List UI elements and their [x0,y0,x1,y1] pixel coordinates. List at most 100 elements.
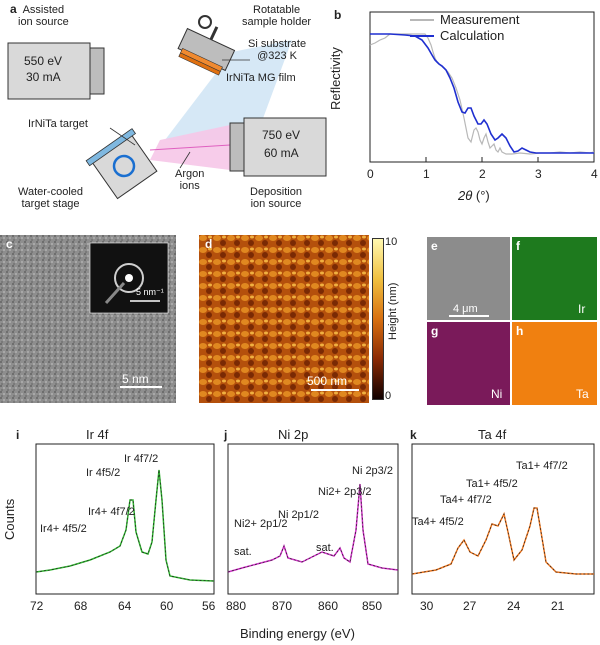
xps-k-peak-3: Ta1+ 4f7/2 [516,460,568,472]
xps-i-xtick-2: 64 [118,599,132,613]
xps-i-xtick-4: 56 [202,599,216,613]
rotation-arrow-icon [198,15,212,29]
xps-j-peak-0: Ni2+ 2p1/2 [234,518,288,530]
panel-letter-e: e [431,239,438,253]
xps-k-xtick-0: 30 [420,599,434,613]
deposition-ion-source [243,117,327,177]
eds-ir-map: f Ir [512,237,597,320]
xps-ir-plot [35,443,215,595]
holder-label: Rotatable sample holder [242,4,312,28]
eds-ta-label: Ta [576,387,589,401]
film-label: IrNiTa MG film [226,72,296,84]
panel-letter-g: g [431,324,439,338]
xps-i-peak-0: Ir 4f5/2 [86,467,121,479]
xps-k-xtick-1: 27 [463,599,477,613]
xtick-2: 2 [479,167,486,181]
xps-i-peak-3: Ir4+ 4f5/2 [40,523,87,535]
xps-i-peak-2: Ir4+ 4f7/2 [88,506,135,518]
xps-xlabel: Binding energy (eV) [240,626,355,641]
afm-colorbar [372,238,384,400]
eds-ni-label: Ni [491,387,503,401]
panel-letter-d: d [205,237,213,251]
deposition-schematic [7,15,327,200]
xps-i-xtick-3: 60 [160,599,174,613]
argon-beam-axis [149,144,231,151]
panel-letter-c: c [6,237,13,251]
eds-scale-bar [449,315,489,317]
inset-scale-label: 5 nm⁻¹ [136,287,164,297]
eds-scale-label: 4 μm [453,303,478,315]
xps-j-xtick-0: 880 [226,599,247,613]
xps-i-xtick-0: 72 [30,599,44,613]
xlabel-symbol: 2θ [458,188,473,203]
target-label: IrNiTa target [28,118,88,130]
xps-ta-plot [411,443,595,595]
assisted-source-label: Assisted ion source [18,4,69,28]
stage-label: Water-cooled target stage [18,186,84,210]
xtick-1: 1 [423,167,430,181]
xps-j-peak-3: sat. [316,542,334,554]
xtick-3: 3 [535,167,542,181]
xps-j-peak-1: Ni 2p1/2 [278,509,319,521]
argon-label: Argon ions [175,168,205,192]
assisted-energy: 550 eV [24,54,63,68]
xps-ni-fit [227,483,399,573]
assisted-ion-source [7,42,91,100]
panel-letter-h: h [516,324,524,338]
xps-k-peak-2: Ta1+ 4f5/2 [466,478,518,490]
panel-letter-j: j [224,428,228,442]
panel-letter-k: k [410,428,417,442]
sample-holder [177,26,236,76]
substrate-label: Si substrate @323 K [248,38,307,62]
water-cooling-icon [112,154,136,178]
xps-ta-fit [411,507,594,575]
xps-k-xtick-2: 24 [507,599,521,613]
deposition-energy: 750 eV [262,128,301,142]
xps-j-xtick-1: 870 [272,599,293,613]
tem-texture [0,235,176,403]
xps-i-title: Ir 4f [86,427,109,442]
reflectivity-ylabel: Reflectivity [328,47,343,110]
reflectivity-ticks [369,157,595,162]
colorbar-label: Height (nm) [387,282,399,340]
xps-ir-fit [35,469,215,582]
eds-ni-map: g Ni [427,322,510,405]
afm-texture [199,235,369,403]
target-stage [85,128,158,200]
eds-sem-image: e 4 μm [427,237,510,320]
legend-calculation: Calculation [440,28,505,43]
xlabel-unit: (°) [472,188,490,203]
deposition-source-nozzle [229,122,245,172]
xps-k-xtick-3: 21 [551,599,565,613]
colorbar-min: 0 [385,390,392,402]
panel-letter-b: b [334,8,342,22]
xps-k-peak-1: Ta4+ 4f7/2 [440,494,492,506]
xtick-0: 0 [367,167,374,181]
eds-ta-map: h Ta [512,322,597,405]
xps-j-peak-5: Ni 2p3/2 [352,465,393,477]
colorbar-max: 10 [385,236,398,248]
xps-i-xtick-1: 68 [74,599,88,613]
panel-letter-f: f [516,239,520,253]
xps-j-peak-2: sat. [234,546,252,558]
xps-j-peak-4: Ni2+ 2p3/2 [318,486,372,498]
measurement-curve [369,33,595,155]
xps-j-xtick-2: 860 [318,599,339,613]
reflectivity-plot [369,11,595,163]
xps-j-title: Ni 2p [278,427,309,442]
xps-j-xtick-3: 850 [362,599,383,613]
eds-ir-label: Ir [578,302,586,316]
panel-letter-i: i [16,428,20,442]
assisted-beam [165,40,292,140]
xps-ir-frame [35,443,215,595]
xps-i-peak-1: Ir 4f7/2 [124,453,159,465]
afm-image: d 500 nm [199,235,369,403]
legend-measurement: Measurement [440,12,520,27]
xps-ylabel: Counts [2,498,17,540]
xps-ni-plot [227,443,399,595]
tem-image: c 5 nm⁻¹ 5 nm [0,235,176,403]
assisted-current: 30 mA [26,70,61,84]
afm-scale-label: 500 nm [307,374,348,388]
xtick-4: 4 [591,167,598,181]
assisted-source-nozzle [89,47,105,95]
